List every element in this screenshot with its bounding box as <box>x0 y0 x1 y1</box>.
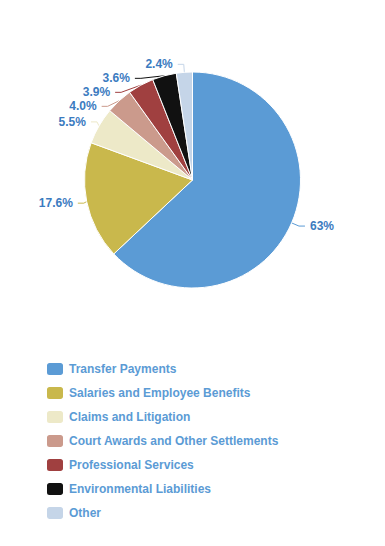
svg-text:63%: 63% <box>310 219 334 233</box>
svg-text:2.4%: 2.4% <box>145 57 173 71</box>
svg-text:Court Awards and Other Settlem: Court Awards and Other Settlements <box>69 434 279 448</box>
svg-text:17.6%: 17.6% <box>39 196 73 210</box>
svg-text:Claims and Litigation: Claims and Litigation <box>69 410 190 424</box>
svg-text:Other: Other <box>69 506 101 520</box>
svg-text:Environmental Liabilities: Environmental Liabilities <box>69 482 211 496</box>
svg-text:Salaries and Employee Benefits: Salaries and Employee Benefits <box>69 386 251 400</box>
svg-text:Transfer Payments: Transfer Payments <box>69 362 177 376</box>
svg-text:4.0%: 4.0% <box>69 99 97 113</box>
svg-text:Professional Services: Professional Services <box>69 458 194 472</box>
svg-text:3.6%: 3.6% <box>103 71 131 85</box>
svg-text:3.9%: 3.9% <box>83 85 111 99</box>
svg-text:5.5%: 5.5% <box>59 115 87 129</box>
